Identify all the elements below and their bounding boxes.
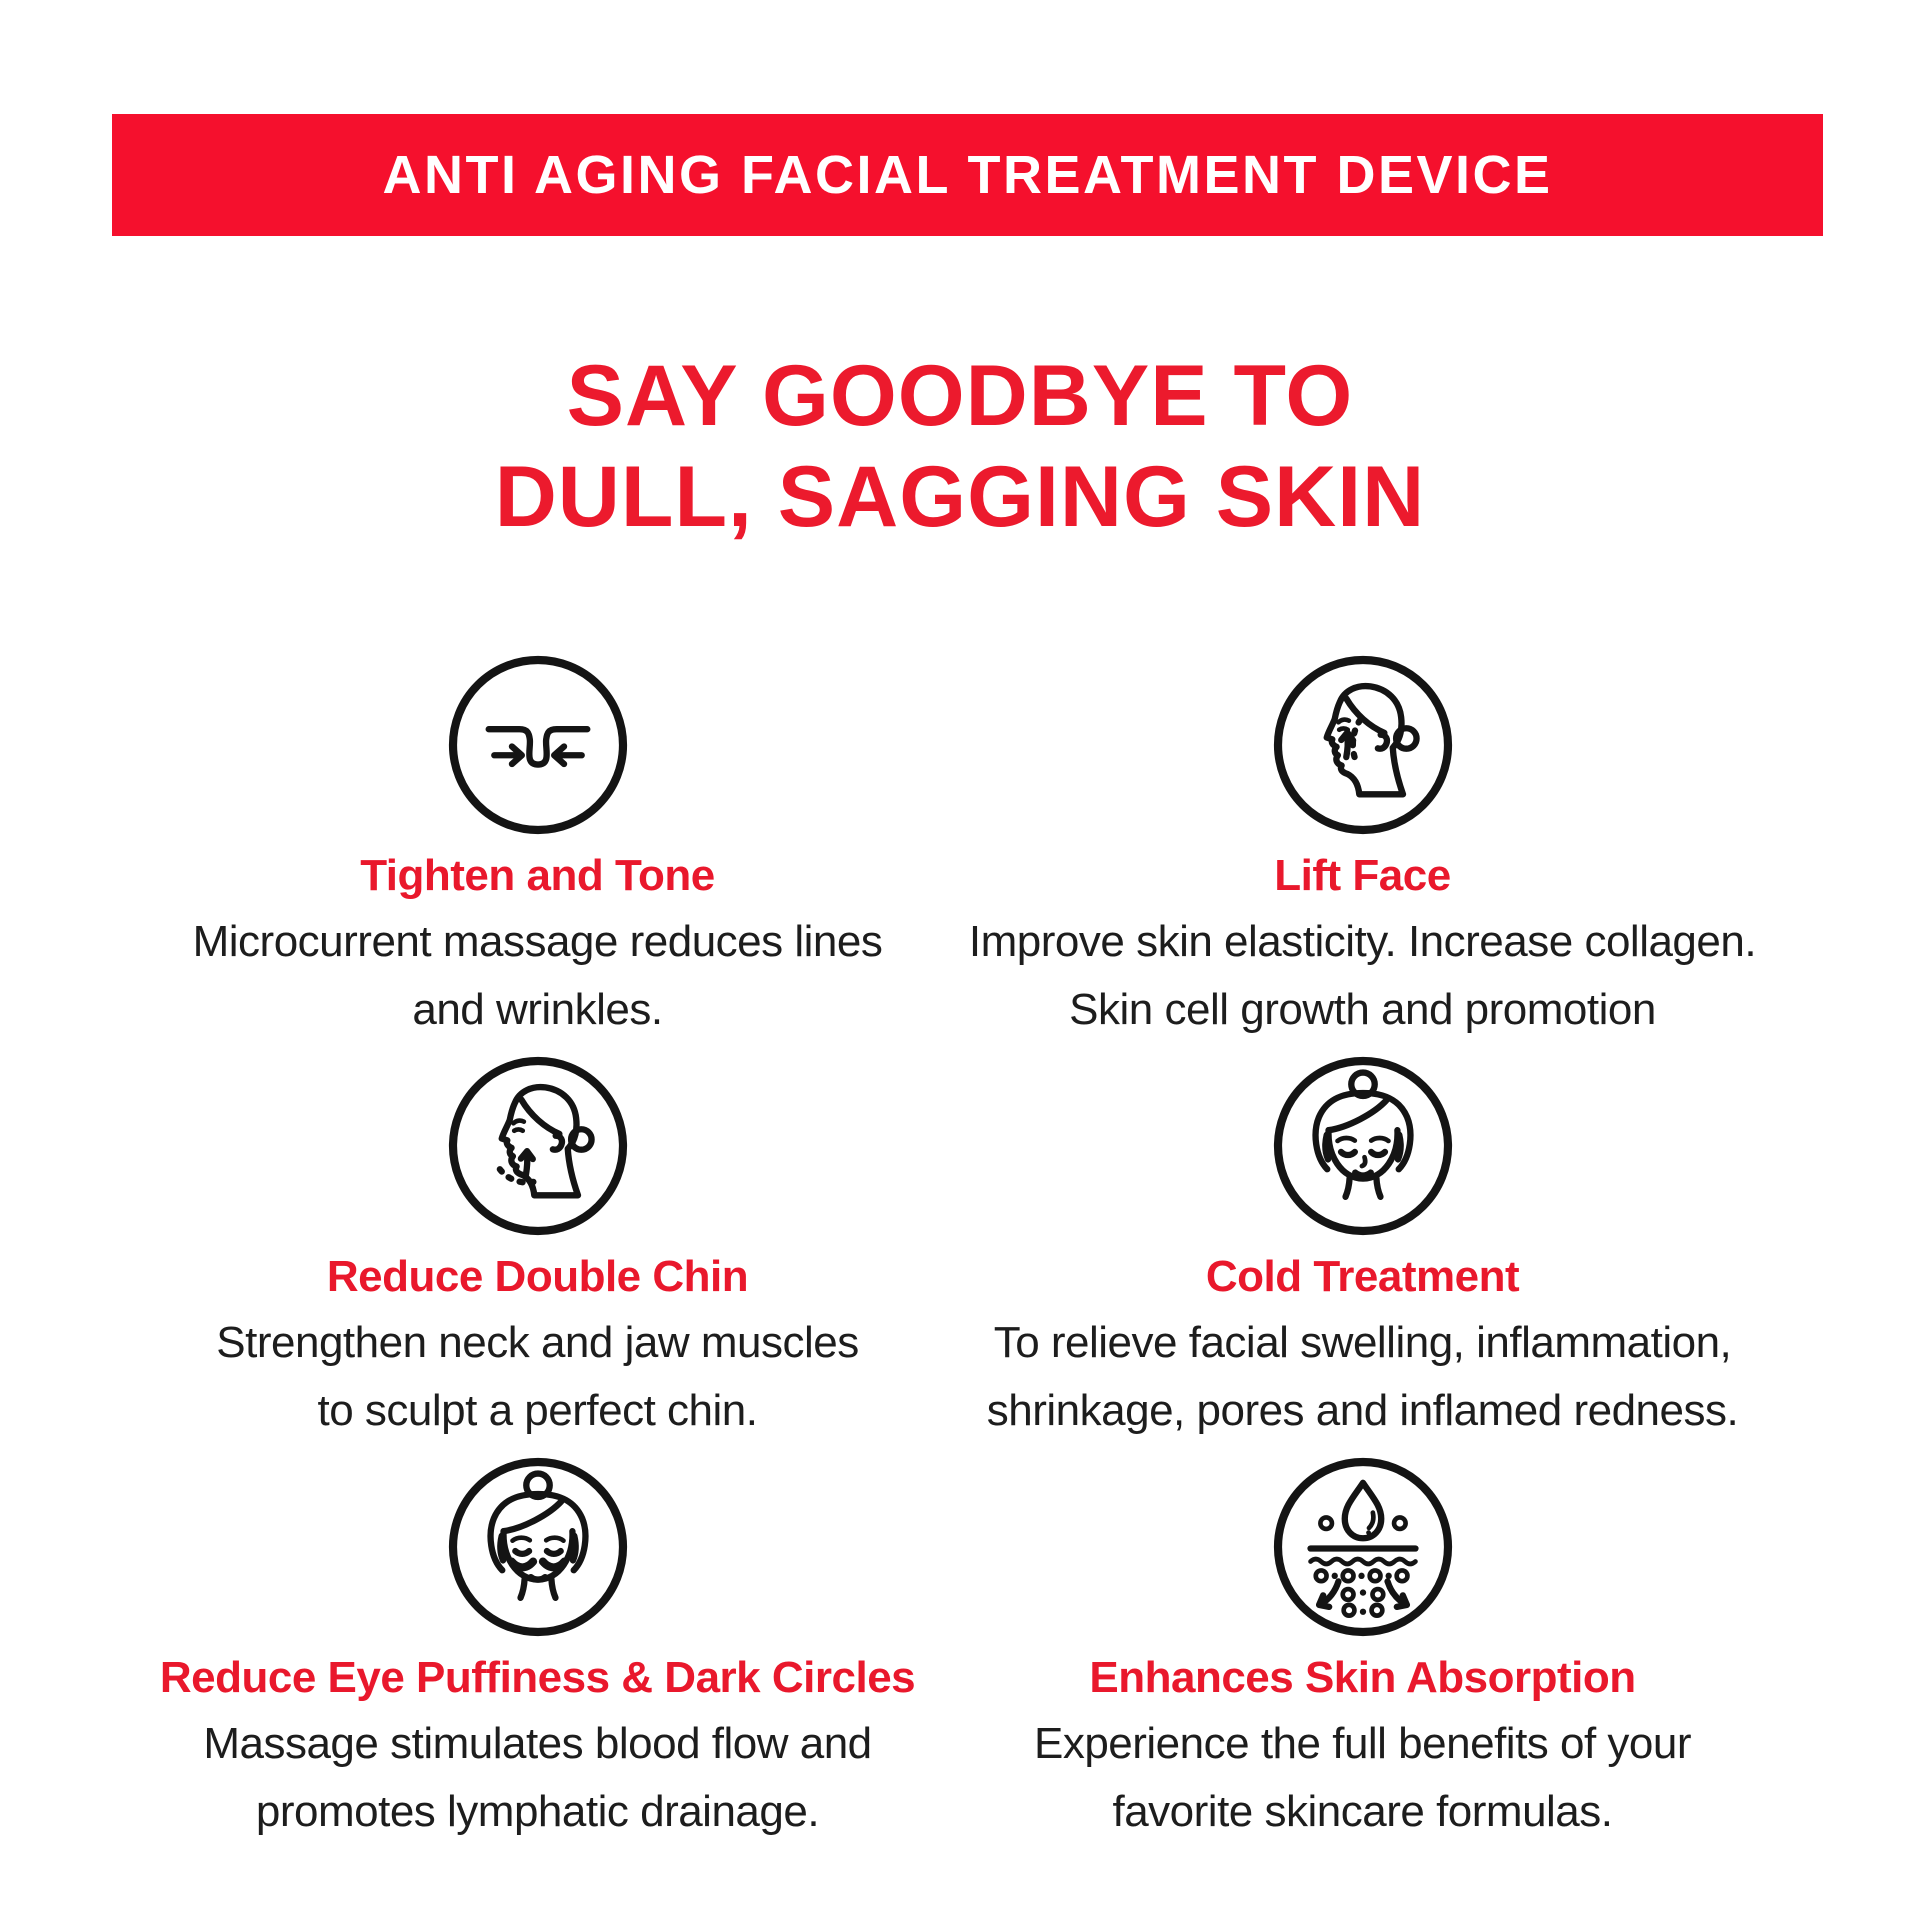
main-title-line2: DULL, SAGGING SKIN (494, 449, 1426, 546)
feature-item-cold-treatment: Cold Treatment To relieve facial swellin… (950, 1053, 1775, 1454)
feature-description: To relieve facial swelling, inflammation… (986, 1309, 1739, 1445)
feature-description-line1: Microcurrent massage reduces lines (192, 916, 883, 966)
feature-description-line2: favorite skincare formulas. (1112, 1786, 1613, 1836)
feature-item-eye-puffiness: Reduce Eye Puffiness & Dark Circles Mass… (125, 1454, 950, 1855)
feature-heading: Cold Treatment (1205, 1251, 1520, 1301)
feature-description: Experience the full benefits of your fav… (1033, 1710, 1692, 1846)
lift-face-icon (1273, 655, 1452, 835)
feature-item-reduce-double-chin: Reduce Double Chin Strengthen neck and j… (125, 1053, 950, 1454)
main-title-line1: SAY GOODBYE TO (566, 348, 1354, 444)
feature-description-line2: to sculpt a perfect chin. (317, 1385, 758, 1435)
feature-description-line1: Experience the full benefits of your (1033, 1718, 1692, 1768)
feature-description: Microcurrent massage reduces lines and w… (193, 908, 883, 1044)
cold-treatment-icon (1273, 1056, 1452, 1236)
features-grid: Tighten and Tone Microcurrent massage re… (125, 652, 1775, 1855)
banner-title: ANTI AGING FACIAL TREATMENT DEVICE (382, 145, 1553, 205)
feature-item-tighten-and-tone: Tighten and Tone Microcurrent massage re… (125, 652, 950, 1053)
feature-description-line2: Skin cell growth and promotion (1069, 984, 1656, 1034)
feature-description-line2: and wrinkles. (412, 984, 663, 1034)
feature-description: Massage stimulates blood flow and promot… (203, 1710, 872, 1846)
feature-description-line1: Massage stimulates blood flow and (203, 1718, 872, 1768)
feature-item-skin-absorption: Enhances Skin Absorption Experience the … (950, 1454, 1775, 1855)
feature-heading: Tighten and Tone (360, 850, 715, 900)
main-title: SAY GOODBYE TO DULL, SAGGING SKIN (0, 346, 1920, 549)
eye-puffiness-icon (448, 1457, 627, 1637)
feature-heading: Enhances Skin Absorption (1089, 1652, 1636, 1702)
feature-heading: Reduce Eye Puffiness & Dark Circles (159, 1652, 916, 1702)
header-banner: ANTI AGING FACIAL TREATMENT DEVICE (112, 114, 1823, 236)
pore-tighten-icon (448, 655, 627, 835)
feature-description-line1: To relieve facial swelling, inflammation… (993, 1317, 1732, 1367)
feature-description-line2: shrinkage, pores and inflamed redness. (986, 1385, 1739, 1435)
feature-description-line1: Improve skin elasticity. Increase collag… (968, 916, 1757, 966)
feature-description-line1: Strengthen neck and jaw muscles (216, 1317, 859, 1367)
feature-heading: Lift Face (1274, 850, 1451, 900)
feature-description: Strengthen neck and jaw muscles to sculp… (216, 1309, 859, 1445)
reduce-double-chin-icon (448, 1056, 627, 1236)
feature-description: Improve skin elasticity. Increase collag… (968, 908, 1757, 1044)
feature-item-lift-face: Lift Face Improve skin elasticity. Incre… (950, 652, 1775, 1053)
skin-absorption-icon (1273, 1457, 1452, 1637)
feature-description-line2: promotes lymphatic drainage. (255, 1786, 820, 1836)
feature-heading: Reduce Double Chin (326, 1251, 749, 1301)
